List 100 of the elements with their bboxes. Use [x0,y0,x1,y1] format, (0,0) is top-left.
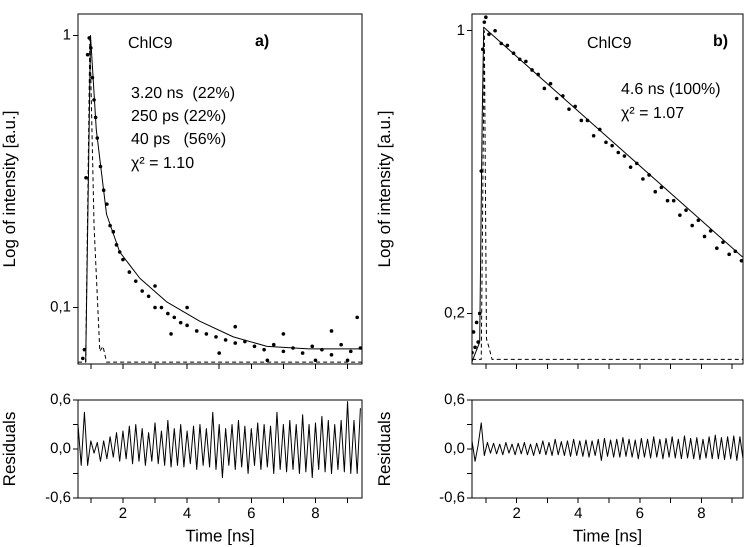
point [592,134,596,138]
x-tick-label: 2 [512,505,521,522]
y-tick-label: 0,0 [444,440,465,458]
point [482,20,486,24]
point [524,60,528,64]
point [473,345,477,350]
point [634,162,639,166]
point [282,350,286,354]
point [554,96,558,100]
y-tick-label: 0,2 [444,304,465,322]
point [647,173,651,177]
point [178,320,182,324]
point [604,140,608,144]
point [478,312,482,316]
point [169,332,173,336]
point [641,177,645,181]
y-tick-label: 1 [456,22,465,39]
point [233,324,238,329]
point [506,44,510,48]
annotation: χ² = 1.07 [621,105,684,122]
point [499,42,504,46]
y-tick-label: 0,0 [50,440,71,458]
point [518,57,522,62]
point [134,279,138,283]
point [684,208,688,212]
point [358,346,362,350]
point [89,46,93,50]
point [480,47,485,52]
point [598,128,602,132]
point [90,76,94,80]
point [262,348,266,352]
y-axis-title: Log of intensity [a.u.] [0,110,19,268]
y-tick-label: 0,6 [444,391,465,408]
y-tick-label: -0,6 [45,489,71,506]
point [140,289,144,293]
point [666,198,670,203]
point [530,68,534,72]
y-axis-title: Residuals [374,412,394,486]
point [146,294,150,298]
point [314,358,318,362]
y-axis-title: Residuals [0,412,19,486]
point [567,107,571,111]
point [339,342,343,347]
y-tick-label: 0,6 [50,391,71,408]
point [153,284,157,288]
x-tick-label: 8 [311,505,320,522]
x-axis-title: Time [ns] [572,526,642,546]
point [610,144,614,148]
annotation: 40 ps (56%) [131,131,226,148]
point [128,270,132,274]
point [548,82,552,86]
point [114,243,118,247]
point [573,104,577,108]
point [484,15,488,20]
point [108,224,112,228]
x-axis-title: Time [ns] [185,526,255,546]
point [346,358,350,362]
point [348,350,353,354]
y-tick-label: 0,1 [50,298,71,316]
point [586,118,590,122]
point [118,250,122,254]
point [715,246,719,250]
annotation: a) [255,33,270,50]
point [233,341,238,345]
point [300,351,304,355]
point [493,28,497,33]
x-tick-label: 8 [697,505,706,522]
point [708,229,712,233]
point [355,316,359,320]
point [580,118,584,122]
x-tick-label: 2 [118,505,128,522]
y-tick-label: 1 [62,26,71,44]
point [121,258,125,262]
point [98,164,102,168]
y-axis-title: Log of intensity [a.u.] [374,110,394,268]
point [330,329,334,333]
x-tick-label: 4 [574,505,582,522]
point [266,358,270,362]
point [622,154,626,158]
point [721,240,725,244]
point [217,351,221,355]
annotation: 250 ps (22%) [131,108,226,125]
point [86,52,90,57]
point [214,335,218,339]
point [204,332,208,336]
point [320,348,324,352]
point [690,224,694,228]
point [92,98,96,102]
point [166,312,170,316]
x-tick-label: 4 [182,505,192,522]
x-tick-label: 6 [247,505,256,522]
point [696,218,700,222]
point [487,32,491,36]
point [112,230,116,234]
point [542,86,546,90]
point [561,94,565,98]
point [310,344,314,348]
annotation: ChlC9 [587,35,632,52]
point [282,332,286,336]
point [672,198,676,203]
